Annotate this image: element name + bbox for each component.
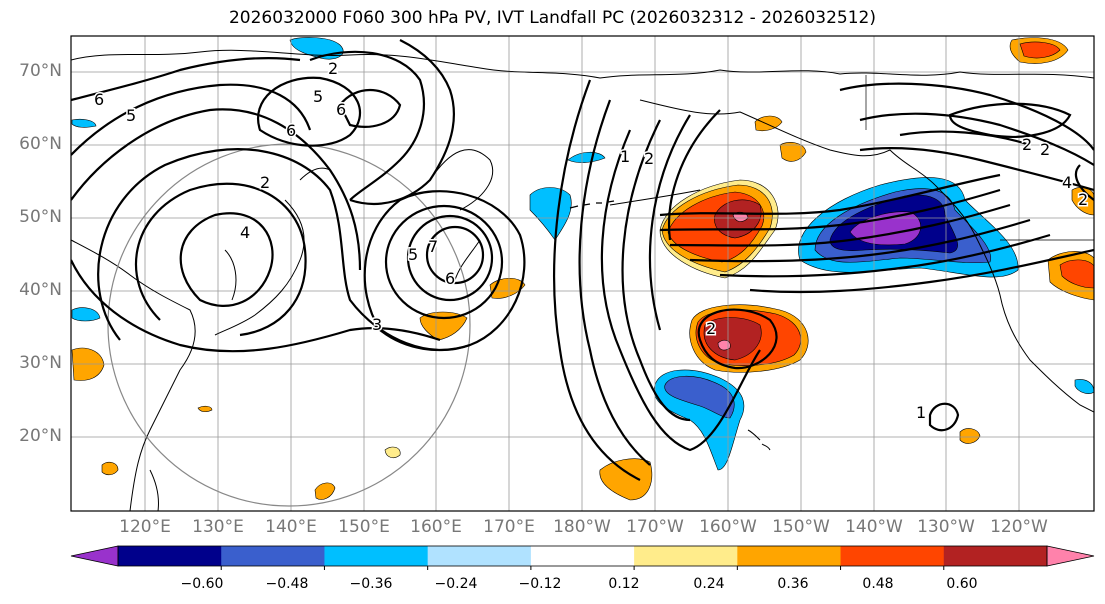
colorbar-tick-label: 0.36 bbox=[777, 576, 809, 592]
colorbar-max-arrow bbox=[1047, 546, 1094, 566]
contour-label: 2 bbox=[1022, 135, 1032, 154]
contour-label: 2 bbox=[644, 149, 654, 168]
pv-contours bbox=[71, 39, 1094, 481]
contour-labels: 6 5 2 6 5 2 6 4 5 7 6 3 1 2 2 2 2 1 4 2 bbox=[93, 58, 1090, 424]
contour-label: 6 bbox=[445, 269, 455, 288]
lon-label: 150°W bbox=[772, 517, 830, 537]
lon-label: 140°E bbox=[265, 517, 317, 537]
contour-label: 5 bbox=[313, 87, 323, 106]
lat-label-40: 40°N bbox=[19, 280, 62, 300]
colorbar-cell bbox=[943, 546, 1048, 566]
contour-label: 6 bbox=[286, 121, 296, 140]
contour-label: 4 bbox=[240, 223, 250, 242]
lon-label: 120°E bbox=[119, 517, 171, 537]
colorbar-tick-label: −0.24 bbox=[434, 576, 478, 592]
colorbar-cell bbox=[427, 546, 532, 566]
negative-anomaly-kamchatka bbox=[529, 151, 606, 241]
contour-label: 6 bbox=[336, 100, 346, 119]
contour-label: 5 bbox=[126, 106, 136, 125]
map-title: 2026032000 F060 300 hPa PV, IVT Landfall… bbox=[228, 8, 876, 28]
lon-label: 160°W bbox=[699, 517, 757, 537]
colorbar-cell bbox=[530, 546, 635, 566]
negative-anomaly-northeast-pacific bbox=[798, 177, 1019, 278]
colorbar-min-arrow bbox=[71, 546, 118, 566]
colorbar-cell bbox=[221, 546, 325, 566]
contour-label: 2 bbox=[260, 173, 270, 192]
lon-label: 170°W bbox=[626, 517, 684, 537]
contour-label: 4 bbox=[1062, 173, 1072, 192]
lat-label-70: 70°N bbox=[19, 61, 62, 81]
contour-label: 2 bbox=[1040, 140, 1050, 159]
lat-label-60: 60°N bbox=[19, 134, 62, 154]
lon-label: 130°W bbox=[917, 517, 975, 537]
contour-label: 7 bbox=[428, 237, 438, 256]
contour-label: 2 bbox=[706, 319, 716, 338]
lon-label: 120°W bbox=[990, 517, 1048, 537]
colorbar-tick-label: −0.60 bbox=[180, 576, 224, 592]
colorbar-cell bbox=[840, 546, 945, 566]
contour-label: 1 bbox=[916, 403, 926, 422]
negative-anomaly-hawaii bbox=[653, 369, 745, 471]
map-frame bbox=[70, 35, 1095, 512]
colorbar-tick-label: 0.12 bbox=[608, 576, 640, 592]
contour-label: 3 bbox=[372, 315, 382, 334]
contour-label: 1 bbox=[620, 147, 630, 166]
coastlines bbox=[71, 49, 1094, 511]
lon-label: 180°W bbox=[553, 517, 611, 537]
colorbar-tick-label: −0.12 bbox=[518, 576, 562, 592]
lat-label-20: 20°N bbox=[19, 426, 62, 446]
lon-label: 130°E bbox=[192, 517, 244, 537]
contour-label: 6 bbox=[94, 90, 104, 109]
lon-label: 160°E bbox=[410, 517, 462, 537]
lon-label: 170°E bbox=[483, 517, 535, 537]
colorbar-tick-label: −0.36 bbox=[349, 576, 393, 592]
lat-label-30: 30°N bbox=[19, 353, 62, 373]
contour-label: 2 bbox=[1078, 190, 1088, 209]
colorbar-cell bbox=[737, 546, 842, 566]
lat-label-50: 50°N bbox=[19, 207, 62, 227]
lon-label: 140°W bbox=[845, 517, 903, 537]
colorbar bbox=[70, 545, 1095, 570]
contour-label: 5 bbox=[408, 245, 418, 264]
colorbar-tick-label: 0.24 bbox=[693, 576, 725, 592]
positive-anomaly-central-pacific bbox=[689, 304, 809, 373]
lon-label: 150°E bbox=[338, 517, 390, 537]
contour-label: 2 bbox=[328, 59, 338, 78]
colorbar-cell bbox=[118, 546, 222, 566]
colorbar-tick-label: 0.60 bbox=[946, 576, 978, 592]
positive-anomaly-misc bbox=[71, 37, 1094, 501]
map-plot-area: 6 5 2 6 5 2 6 4 5 7 6 3 1 2 2 2 2 1 4 2 bbox=[71, 36, 1094, 511]
colorbar-tick-label: −0.48 bbox=[265, 576, 309, 592]
colorbar-cell bbox=[324, 546, 429, 566]
colorbar-cell bbox=[634, 546, 738, 566]
colorbar-tick-label: 0.48 bbox=[862, 576, 894, 592]
